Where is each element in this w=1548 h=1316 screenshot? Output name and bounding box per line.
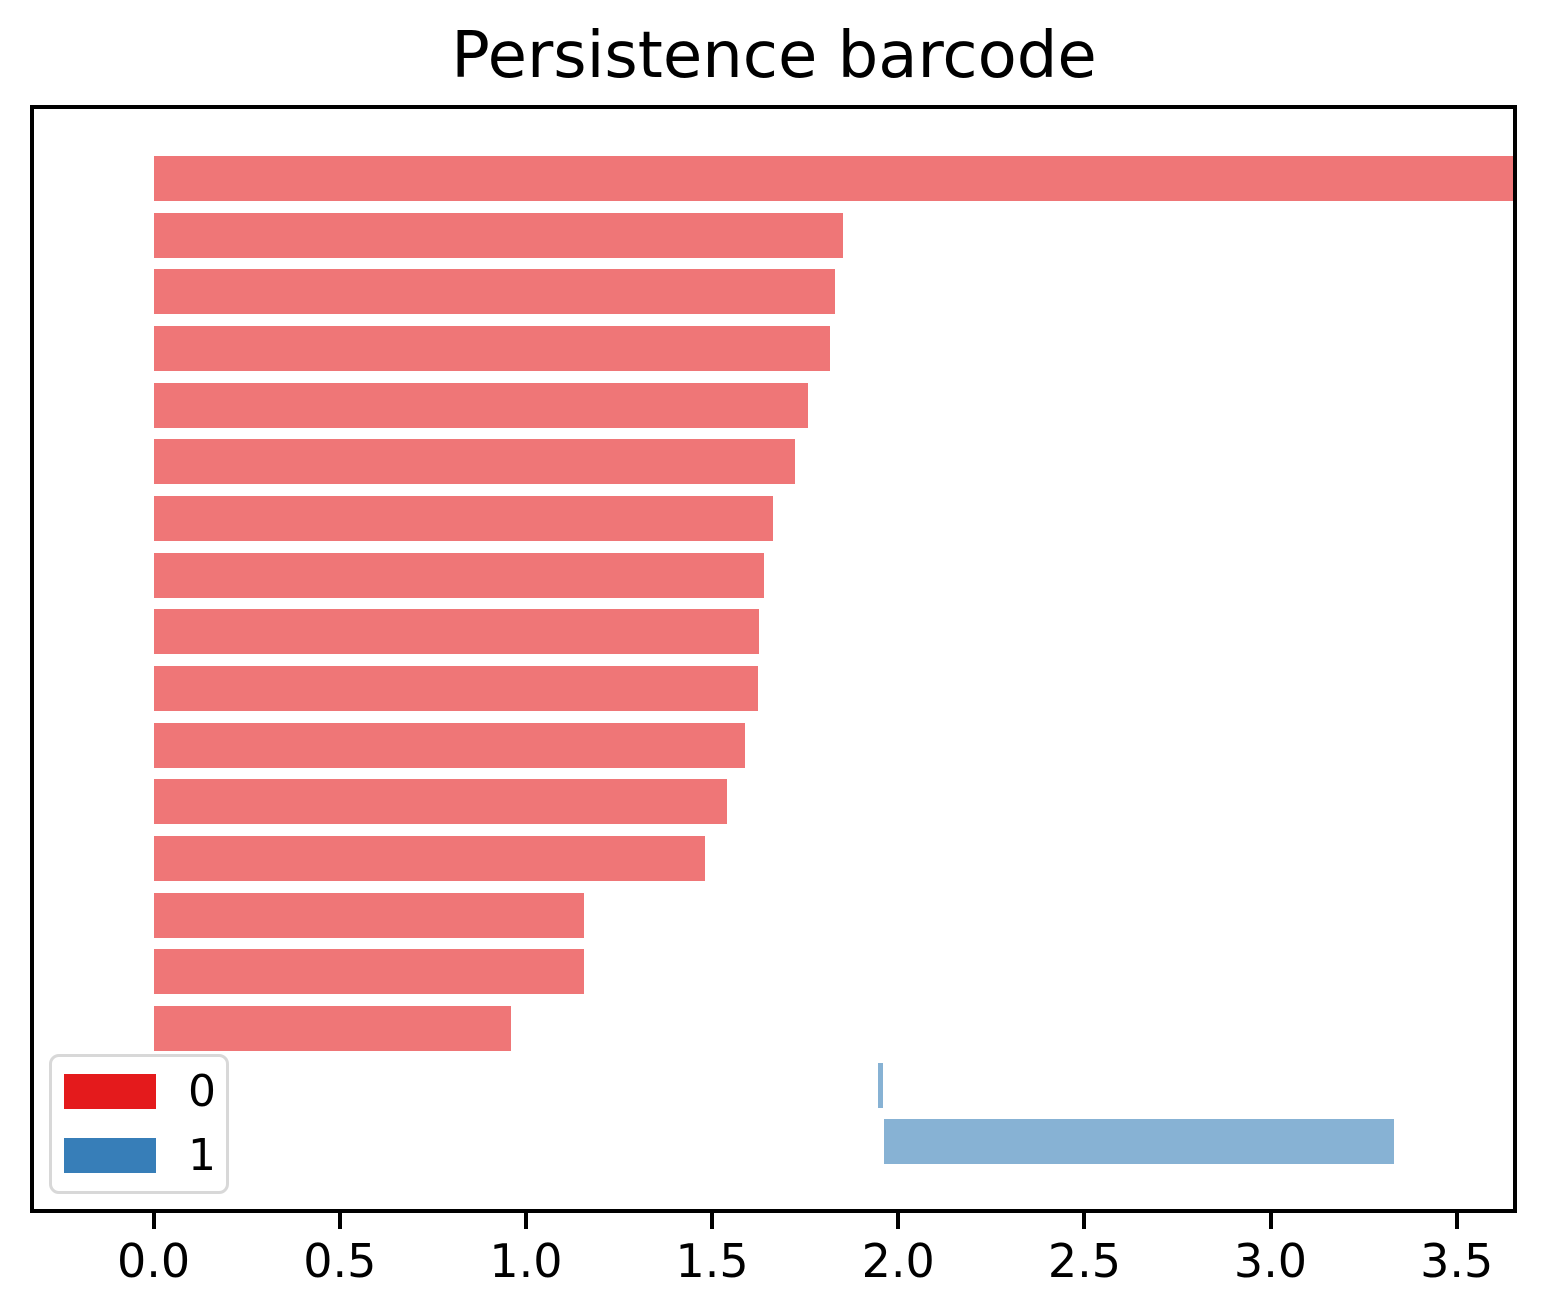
x-tick-label: 0.5 xyxy=(303,1234,377,1288)
persistence-bar-dim0 xyxy=(153,552,765,598)
legend-swatch-dim1-icon xyxy=(64,1138,156,1173)
persistence-bar-dim0 xyxy=(153,892,584,938)
bars-layer xyxy=(30,105,1517,1213)
persistence-bar-dim0 xyxy=(153,156,1517,201)
persistence-bar-dim0 xyxy=(153,496,774,541)
x-tick-mark xyxy=(710,1213,715,1229)
persistence-bar-dim0 xyxy=(153,212,844,258)
x-tick-label: 0.0 xyxy=(117,1234,191,1288)
persistence-bar-dim0 xyxy=(153,835,705,881)
persistence-bar-dim0 xyxy=(153,779,727,825)
x-tick-mark xyxy=(896,1213,901,1229)
x-tick-label: 2.5 xyxy=(1047,1234,1121,1288)
x-tick-label: 1.0 xyxy=(489,1234,563,1288)
persistence-bar-dim0 xyxy=(153,326,830,371)
legend-label-dim1: 1 xyxy=(188,1130,216,1181)
persistence-bar-dim0 xyxy=(153,1005,511,1051)
x-tick-mark xyxy=(1082,1213,1087,1229)
persistence-bar-dim0 xyxy=(153,269,835,315)
persistence-bar-dim0 xyxy=(153,439,795,485)
persistence-bar-dim1 xyxy=(884,1119,1394,1165)
x-tick-mark xyxy=(1268,1213,1273,1229)
x-axis: 0.0 0.5 1.0 1.5 2.0 2.5 3.0 3.5 xyxy=(30,105,1517,1288)
x-tick-mark xyxy=(523,1213,528,1229)
persistence-bar-dim1 xyxy=(878,1062,884,1108)
legend-swatch-dim0-icon xyxy=(64,1074,156,1109)
x-tick-label: 3.0 xyxy=(1233,1234,1308,1288)
chart-title: Persistence barcode xyxy=(451,19,1097,93)
x-tick-mark xyxy=(151,1213,156,1229)
persistence-bar-dim0 xyxy=(153,722,745,768)
persistence-bar-dim0 xyxy=(153,949,584,995)
x-tick-label: 3.5 xyxy=(1420,1234,1494,1288)
plot-area-border xyxy=(30,105,1517,1213)
persistence-bar-dim0 xyxy=(153,609,759,655)
persistence-bar-dim0 xyxy=(153,665,759,711)
legend-label-dim0: 0 xyxy=(188,1066,216,1117)
persistence-bar-dim0 xyxy=(153,382,809,428)
x-tick-mark xyxy=(337,1213,342,1229)
legend: 0 1 xyxy=(49,1054,229,1194)
x-tick-mark xyxy=(1454,1213,1459,1229)
x-tick-label: 2.0 xyxy=(861,1234,935,1288)
x-tick-label: 1.5 xyxy=(675,1234,749,1288)
